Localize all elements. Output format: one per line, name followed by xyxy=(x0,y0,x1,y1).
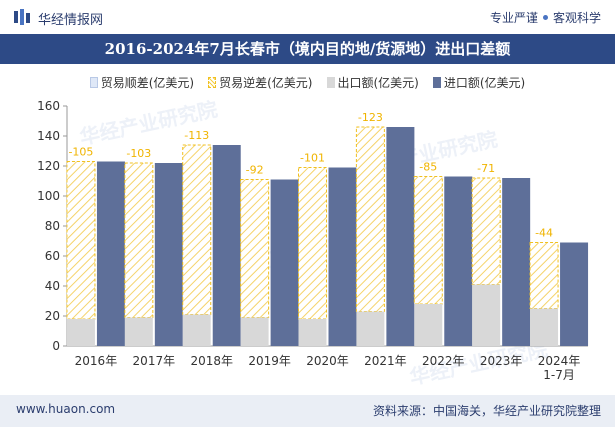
deficit-bar xyxy=(529,242,559,309)
y-tick-label: 40 xyxy=(45,279,60,293)
x-tick-label: 2020年 xyxy=(306,354,349,368)
export-bar xyxy=(182,314,211,346)
import-bar xyxy=(444,176,473,346)
import-bar xyxy=(560,242,589,346)
x-tick-label: 1-7月 xyxy=(543,368,575,382)
x-tick-label: 2023年 xyxy=(480,354,523,368)
import-bar xyxy=(502,178,531,346)
export-bar xyxy=(356,311,385,346)
y-tick-label: 60 xyxy=(45,249,60,263)
deficit-data-label: -44 xyxy=(535,227,553,240)
x-tick-label: 2016年 xyxy=(75,354,118,368)
deficit-data-label: -105 xyxy=(68,146,93,159)
import-bar xyxy=(386,127,415,346)
export-bar xyxy=(414,304,443,346)
legend-item-export: 出口额(亿美元) xyxy=(326,74,419,91)
deficit-bar xyxy=(182,144,212,315)
deficit-bar xyxy=(413,176,443,305)
deficit-bar xyxy=(124,162,154,318)
legend-label-import: 进口额(亿美元) xyxy=(443,75,526,90)
x-tick-label: 2017年 xyxy=(133,354,176,368)
legend-item-deficit: 贸易逆差(亿美元) xyxy=(208,74,313,91)
import-bar xyxy=(328,167,357,346)
chart-title: 2016-2024年7月长春市（境内目的地/货源地）进出口差额 xyxy=(104,40,511,58)
export-bar xyxy=(472,284,501,346)
import-bar xyxy=(212,145,241,346)
legend-swatch-surplus xyxy=(89,76,98,88)
import-bar xyxy=(270,179,299,346)
legend-label-deficit: 贸易逆差(亿美元) xyxy=(219,75,313,90)
y-tick-label: 140 xyxy=(37,129,60,143)
footer-source: 资料来源：中国海关，华经产业研究院整理 xyxy=(372,404,601,418)
chart-legend: 贸易顺差(亿美元) 贸易逆差(亿美元) 出口额(亿美元) 进口额(亿美元) xyxy=(0,72,615,92)
legend-item-import: 进口额(亿美元) xyxy=(432,74,526,91)
title-band: 2016-2024年7月长春市（境内目的地/货源地）进出口差额 xyxy=(0,34,615,64)
bar-chart: 华经产业研究院华经产业研究院华经产业研究院华经产业研究院 02040608010… xyxy=(37,97,589,389)
tagline-left: 专业严谨 xyxy=(489,11,538,25)
y-tick-label: 80 xyxy=(45,219,60,233)
deficit-bar xyxy=(298,167,327,320)
tagline: 专业严谨 客观科学 xyxy=(490,9,601,26)
deficit-data-label: -123 xyxy=(358,111,383,124)
export-bar xyxy=(66,319,95,346)
x-tick-label: 2022年 xyxy=(422,354,465,368)
deficit-data-label: -92 xyxy=(246,164,264,177)
y-tick-label: 100 xyxy=(37,189,60,203)
deficit-bar xyxy=(355,126,385,312)
import-bar xyxy=(154,163,183,346)
legend-label-surplus: 贸易顺差(亿美元) xyxy=(100,75,195,90)
import-bar xyxy=(96,161,125,346)
legend-swatch-export xyxy=(326,76,335,88)
deficit-bar xyxy=(471,177,501,285)
tagline-dot-icon xyxy=(542,15,548,20)
x-tick-label: 2024年 xyxy=(538,354,581,368)
deficit-data-label: -85 xyxy=(419,161,437,174)
legend-swatch-import xyxy=(432,76,441,88)
export-bar xyxy=(240,317,269,346)
y-tick-label: 120 xyxy=(37,159,60,173)
export-bar xyxy=(298,319,327,346)
legend-swatch-deficit xyxy=(208,76,217,88)
footer-website: www.huaon.com xyxy=(16,402,116,416)
export-bar xyxy=(124,317,153,346)
deficit-data-label: -101 xyxy=(300,152,325,165)
deficit-data-label: -103 xyxy=(126,147,151,160)
footer: www.huaon.com 资料来源：中国海关，华经产业研究院整理 xyxy=(0,395,615,427)
x-tick-label: 2021年 xyxy=(364,354,407,368)
deficit-data-label: -71 xyxy=(477,162,495,175)
x-tick-label: 2019年 xyxy=(248,354,291,368)
legend-item-surplus: 贸易顺差(亿美元) xyxy=(89,74,195,91)
export-bar xyxy=(530,308,559,346)
deficit-bar xyxy=(240,179,270,318)
y-tick-label: 0 xyxy=(52,339,60,353)
deficit-bar xyxy=(66,161,96,320)
tagline-right: 客观科学 xyxy=(552,11,601,25)
deficit-data-label: -113 xyxy=(184,129,209,142)
huajing-logo-icon xyxy=(14,9,30,25)
brand-name: 华经情报网 xyxy=(38,13,104,28)
x-tick-label: 2018年 xyxy=(190,354,233,368)
y-tick-label: 160 xyxy=(37,99,60,113)
legend-label-export: 出口额(亿美元) xyxy=(337,75,419,90)
top-bar: 华经情报网 专业严谨 客观科学 xyxy=(0,0,615,34)
y-tick-label: 20 xyxy=(45,309,60,323)
